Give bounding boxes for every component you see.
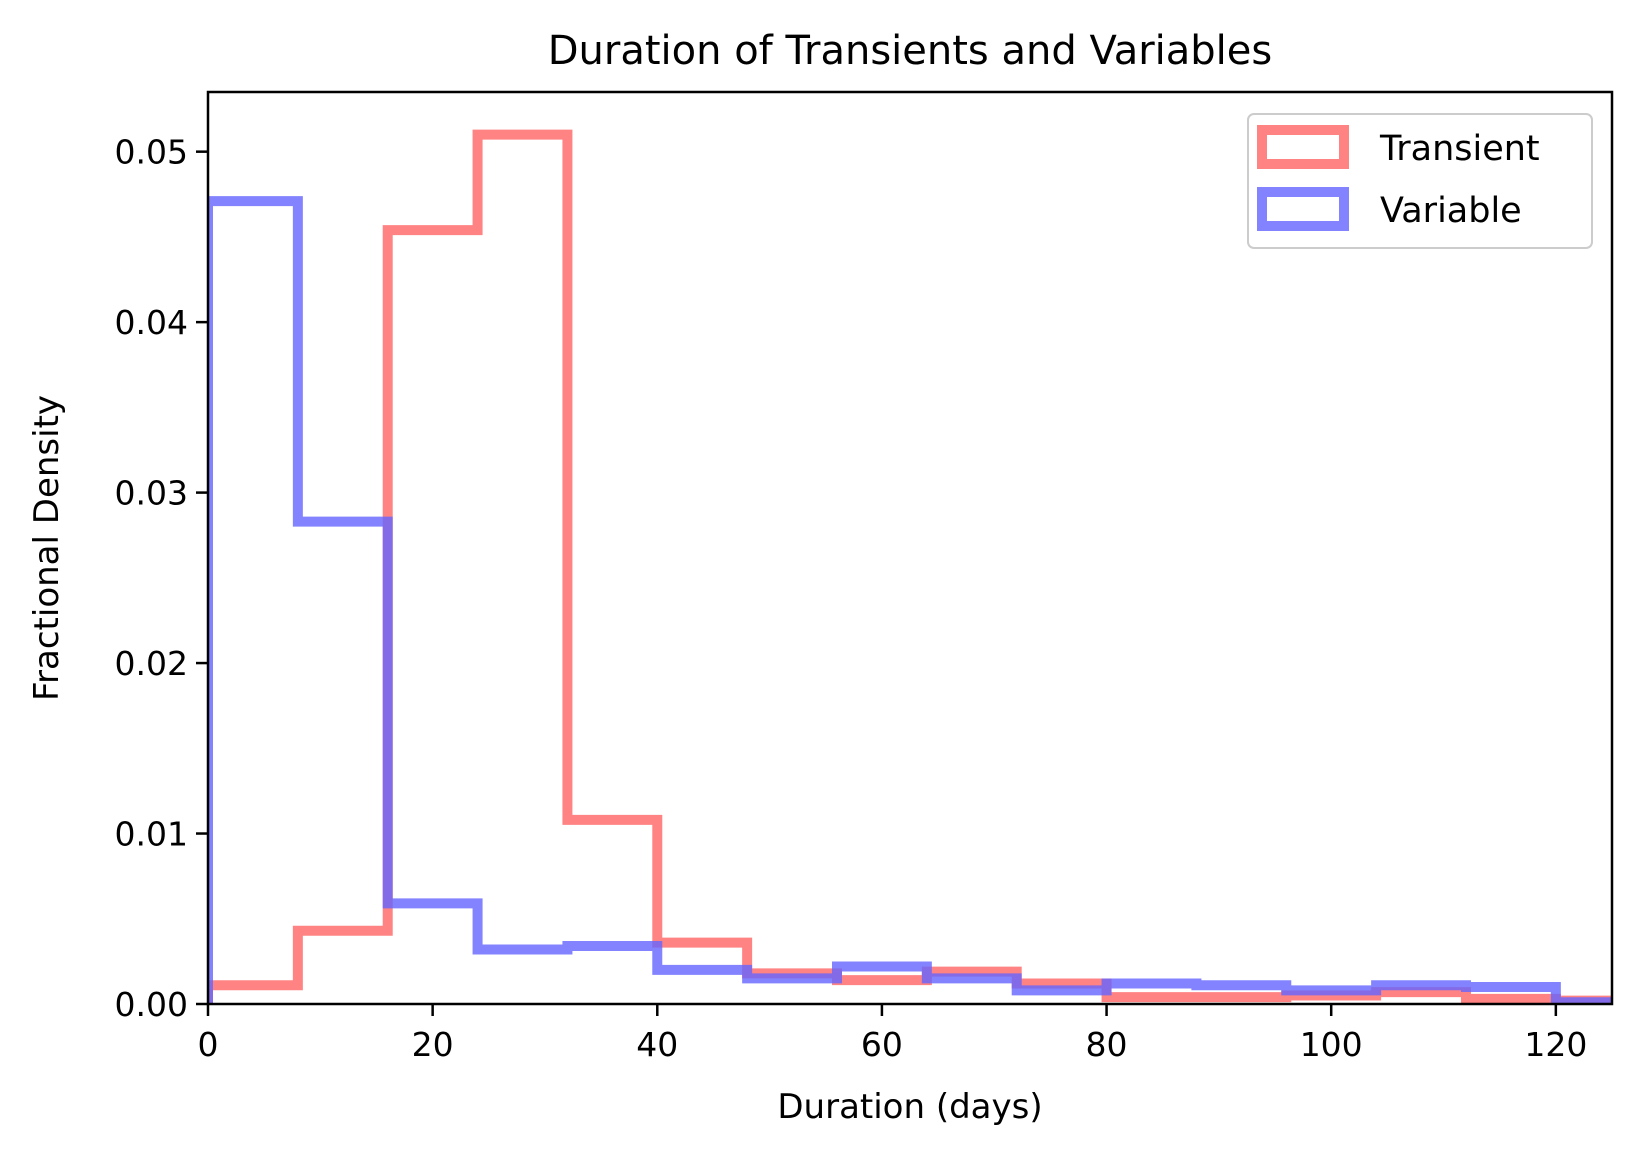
plot-frame	[206, 90, 1614, 1006]
y-tick-label: 0.05	[115, 133, 188, 172]
y-tick-label: 0.00	[115, 985, 188, 1024]
y-tick-label: 0.01	[115, 815, 188, 854]
x-axis-ticks: 0 20 40 60 80 100 120	[198, 1004, 1587, 1064]
y-axis-ticks: 0.00 0.01 0.02 0.03 0.04 0.05	[115, 133, 208, 1024]
series-variable-outline	[208, 196, 1612, 1004]
x-tick-label: 60	[861, 1025, 903, 1064]
y-tick-label: 0.04	[115, 303, 188, 342]
y-tick-label: 0.03	[115, 474, 188, 513]
x-tick-label: 0	[198, 1025, 219, 1064]
y-tick-label: 0.02	[115, 644, 188, 683]
legend-label-transient: Transient	[1379, 129, 1540, 169]
x-tick-label: 40	[636, 1025, 678, 1064]
x-tick-label: 20	[412, 1025, 454, 1064]
chart-title: Duration of Transients and Variables	[548, 28, 1273, 74]
series-layer	[208, 129, 1612, 1004]
legend-frame	[1247, 113, 1593, 249]
legend-label-variable: Variable	[1380, 191, 1522, 231]
legend-swatch-variable	[1257, 187, 1349, 231]
y-axis-label: Fractional Density	[27, 395, 67, 701]
legend: Transient Variable	[1247, 113, 1593, 249]
x-tick-label: 100	[1300, 1025, 1363, 1064]
x-axis-label: Duration (days)	[777, 1087, 1042, 1127]
x-tick-label: 120	[1524, 1025, 1587, 1064]
legend-swatch-transient	[1257, 125, 1349, 169]
x-tick-label: 80	[1086, 1025, 1128, 1064]
